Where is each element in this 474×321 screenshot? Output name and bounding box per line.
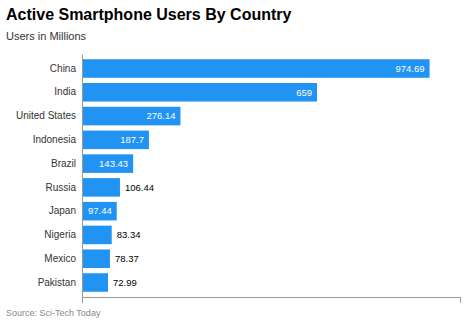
y-tick: China [50, 63, 82, 74]
y-tick: Mexico [44, 253, 82, 264]
y-tick: Brazil [51, 158, 82, 169]
y-tick: Japan [49, 205, 82, 216]
y-tick-label: Pakistan [38, 277, 76, 288]
bar [82, 154, 133, 173]
y-tick-label: Mexico [44, 253, 76, 264]
y-tick-label: India [54, 86, 76, 97]
y-tick-label: China [50, 63, 77, 74]
data-label: 72.99 [113, 277, 137, 288]
plot: Pakistan Mexico Nigeria Japan Russia Brazil In… [16, 55, 461, 304]
bar [82, 59, 430, 78]
x-axis-line [83, 298, 461, 304]
y-tick-label: Russia [45, 182, 76, 193]
y-tick: Pakistan [38, 277, 82, 288]
y-tick-label: United States [16, 110, 76, 121]
data-label: 97.44 [88, 205, 112, 216]
data-label: 974.69 [396, 63, 425, 74]
bar [82, 249, 110, 268]
bar [82, 131, 149, 150]
x-axis [83, 298, 461, 304]
y-tick-label: Japan [49, 205, 76, 216]
bars [82, 59, 430, 292]
y-tick: Indonesia [33, 134, 82, 145]
data-label: 659 [296, 87, 312, 98]
bar [82, 273, 108, 292]
source: Source: Sci-Tech Today [6, 308, 101, 318]
bar [82, 178, 120, 197]
data-label: 83.34 [117, 229, 141, 240]
y-tick: Russia [45, 182, 82, 193]
y-tick: Nigeria [44, 229, 82, 240]
y-tick-label: Nigeria [44, 229, 76, 240]
data-label: 78.37 [115, 253, 139, 264]
bar [82, 202, 117, 221]
y-tick-label: Indonesia [33, 134, 77, 145]
data-labels: 72.99 78.37 83.34 97.44 106.44 143.43 187.7 276… [88, 63, 425, 288]
y-tick: India [54, 86, 82, 97]
data-label: 276.14 [146, 110, 175, 121]
data-label: 106.44 [125, 182, 154, 193]
bar [82, 83, 317, 102]
y-tick-label: Brazil [51, 158, 76, 169]
bar [82, 107, 180, 126]
y-tick: United States [16, 110, 82, 121]
data-label: 143.43 [99, 158, 128, 169]
title: Active Smartphone Users By Country [6, 6, 292, 23]
y-axis-line [82, 55, 83, 298]
chart: Active Smartphone Users By Country Users … [0, 0, 474, 321]
bar [82, 226, 112, 245]
data-label: 187.7 [120, 134, 144, 145]
subtitle: Users in Millions [6, 30, 87, 42]
y-axis: Pakistan Mexico Nigeria Japan Russia Brazil In… [16, 55, 83, 298]
